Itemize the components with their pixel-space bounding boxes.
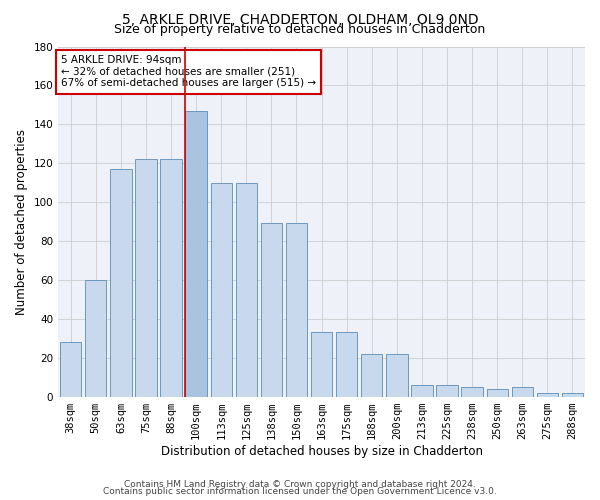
Bar xyxy=(461,387,483,396)
Text: Size of property relative to detached houses in Chadderton: Size of property relative to detached ho… xyxy=(115,22,485,36)
Bar xyxy=(436,385,458,396)
Bar xyxy=(411,385,433,396)
Text: 5 ARKLE DRIVE: 94sqm
← 32% of detached houses are smaller (251)
67% of semi-deta: 5 ARKLE DRIVE: 94sqm ← 32% of detached h… xyxy=(61,56,316,88)
Bar xyxy=(562,392,583,396)
Bar xyxy=(211,182,232,396)
Bar xyxy=(487,389,508,396)
Bar xyxy=(286,224,307,396)
Bar xyxy=(261,224,282,396)
Text: Contains public sector information licensed under the Open Government Licence v3: Contains public sector information licen… xyxy=(103,488,497,496)
Bar xyxy=(60,342,82,396)
Y-axis label: Number of detached properties: Number of detached properties xyxy=(15,128,28,314)
Bar xyxy=(537,392,558,396)
Bar xyxy=(512,387,533,396)
Bar xyxy=(236,182,257,396)
Bar xyxy=(336,332,358,396)
Bar xyxy=(136,160,157,396)
Bar xyxy=(110,169,131,396)
Bar xyxy=(311,332,332,396)
Text: Contains HM Land Registry data © Crown copyright and database right 2024.: Contains HM Land Registry data © Crown c… xyxy=(124,480,476,489)
Bar xyxy=(160,160,182,396)
X-axis label: Distribution of detached houses by size in Chadderton: Distribution of detached houses by size … xyxy=(161,444,482,458)
Bar xyxy=(85,280,106,396)
Bar xyxy=(386,354,407,397)
Bar xyxy=(361,354,382,397)
Text: 5, ARKLE DRIVE, CHADDERTON, OLDHAM, OL9 0ND: 5, ARKLE DRIVE, CHADDERTON, OLDHAM, OL9 … xyxy=(122,12,478,26)
Bar xyxy=(185,110,207,397)
